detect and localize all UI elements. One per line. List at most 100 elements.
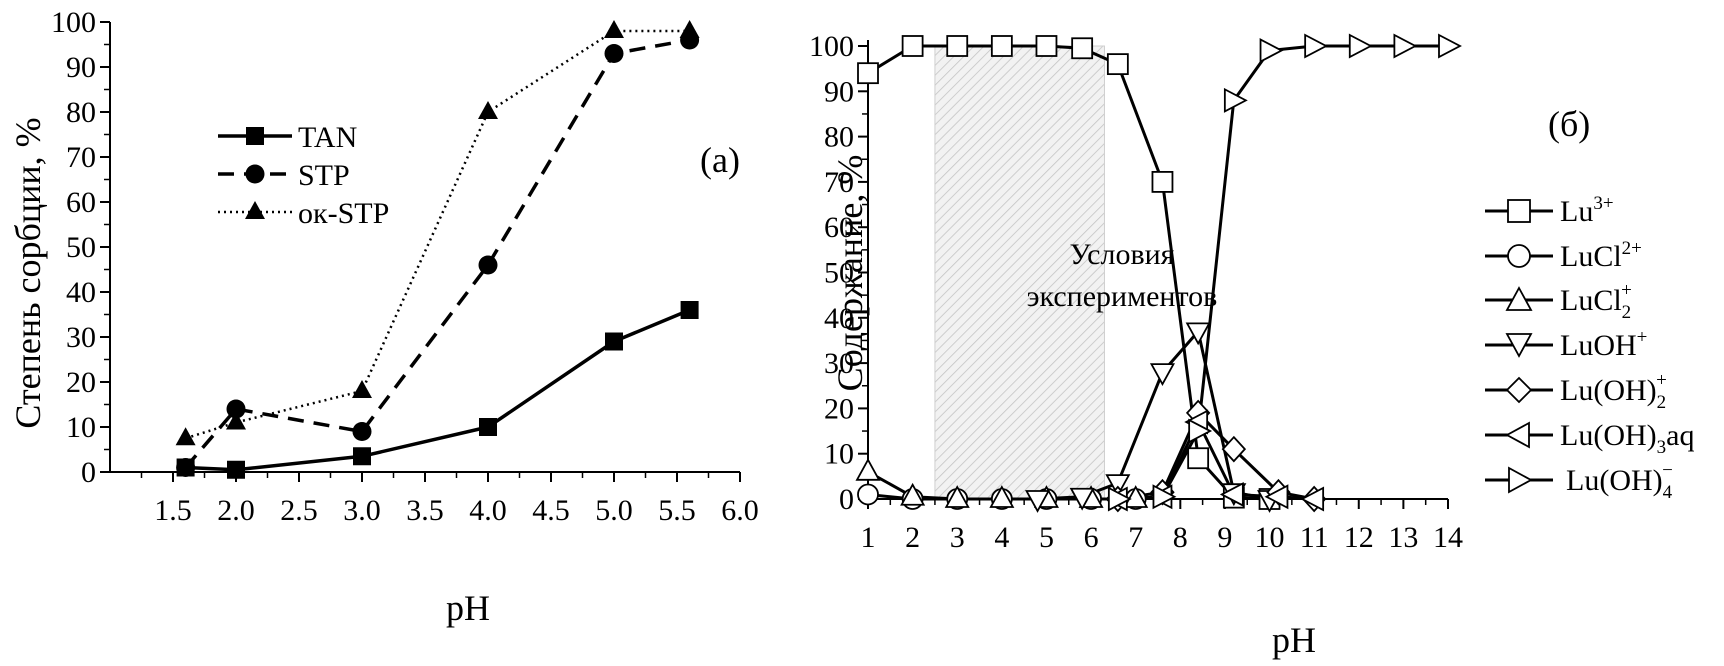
legend-label-lucl: LuCl2+ <box>1560 238 1642 273</box>
data-point-square-open <box>990 35 1013 57</box>
chart-a-x-tick-label: 2.0 <box>217 494 255 527</box>
data-point-tan <box>353 447 371 466</box>
data-point-square-open <box>857 62 879 85</box>
data-point-triangle-down-open <box>1025 490 1051 513</box>
chart-b-x-tick-label: 8 <box>1173 521 1188 554</box>
region-label-line2: экспериментов <box>1027 280 1218 313</box>
chart-b-x-tick-label: 5 <box>1039 521 1054 554</box>
region-label-line1: Условия <box>1070 238 1175 271</box>
data-point-triangle-down-open <box>1185 322 1211 346</box>
legend-entry-okstp: ок-STP <box>218 197 389 230</box>
legend-label-stp: STP <box>298 159 350 192</box>
chart-b-y-tick-label: 0 <box>839 483 854 516</box>
legend-entry-stp: STP <box>218 159 350 192</box>
data-point-square-open <box>1035 35 1058 57</box>
legend-marker-square-open <box>1507 199 1531 223</box>
data-point-triangle-up-open <box>855 457 881 481</box>
data-point-tan <box>680 301 699 319</box>
chart-a-x-tick-label: 5.5 <box>658 494 696 527</box>
chart-b-ylabel: Содержание, % <box>830 155 870 392</box>
series-line--stp <box>185 29 690 440</box>
legend-marker-triangle-right-open <box>1508 466 1533 494</box>
data-point-tan <box>605 332 623 351</box>
chart-b-x-tick-label: 12 <box>1344 521 1374 554</box>
chart-a-y-tick-label: 10 <box>66 411 96 444</box>
chart-b-legend: Lu3+ LuCl2+ LuCl2+ LuOH+ Lu(OH)2+ <box>1485 193 1694 503</box>
chart-b-y-tick-label: 100 <box>809 30 854 63</box>
legend-entry-luoh: LuOH+ <box>1485 327 1647 362</box>
chart-a-y-tick-label: 80 <box>66 96 96 129</box>
chart-b-y-tick-label: 60 <box>824 211 854 244</box>
legend-label-lucl2: LuCl2+ <box>1560 280 1632 323</box>
chart-b-x-tick-label: 14 <box>1433 521 1463 554</box>
chart-b-x-tick-label: 9 <box>1217 521 1232 554</box>
data-point-triangle-down-open <box>1149 363 1175 387</box>
chart-a-x-tick-label: 6.0 <box>721 494 759 527</box>
data-point-triangle-up-open <box>900 482 926 506</box>
chart-a-ylabel: Степень сорбции, % <box>8 117 48 428</box>
data-point-square-open <box>1106 53 1129 76</box>
chart-a-y-tick-label: 40 <box>66 276 96 309</box>
data-point-triangle-right-open <box>1304 33 1329 59</box>
chart-b-x-tick-label: 1 <box>861 521 876 554</box>
chart-b-y-tick-label: 50 <box>824 257 854 290</box>
chart-a: 1.5 2.0 2.5 3.0 3.5 4.0 4.5 5.0 5.5 6.0 0 10 20 30 40 5… <box>8 6 759 628</box>
chart-b-x-tick-label: 13 <box>1388 521 1418 554</box>
legend-marker-triangle <box>245 201 265 219</box>
data-point-square-open <box>901 35 924 57</box>
legend-entry-lucl: LuCl2+ <box>1485 238 1642 273</box>
legend-label-luoh3: Lu(OH)3aq <box>1560 419 1694 458</box>
data-point-okstp <box>175 427 196 446</box>
series-line-triangle-right-open <box>1117 44 1448 501</box>
data-point-okstp <box>352 380 372 398</box>
data-point-triangle-left-open <box>1264 484 1289 510</box>
legend-entry-luoh3: Lu(OH)3aq <box>1485 419 1694 458</box>
legend-marker-square <box>246 127 264 145</box>
data-point-stp <box>478 255 498 275</box>
chart-a-x-tick-label: 5.0 <box>595 494 633 527</box>
chart-b-x-tick-label: 10 <box>1255 521 1285 554</box>
chart-b-x-tick-label: 11 <box>1300 521 1329 554</box>
chart-a-y-tick-label: 100 <box>51 6 96 39</box>
series-line-stp <box>184 38 690 469</box>
data-point-triangle-left-open <box>1300 486 1325 512</box>
legend-marker-circle <box>245 164 265 184</box>
data-point-triangle-up-open <box>1123 485 1149 508</box>
chart-a-x-tick-label: 4.0 <box>469 494 507 527</box>
data-point-triangle-right-open <box>1107 486 1132 512</box>
data-point-triangle-right-open <box>1393 33 1418 59</box>
data-point-triangle-right-open <box>1152 484 1177 510</box>
chart-b-x-tick-label: 7 <box>1128 521 1143 554</box>
data-point-square-open <box>946 35 969 57</box>
chart-a-y-tick-label: 70 <box>66 141 96 174</box>
data-point-triangle-up-open <box>944 485 970 508</box>
data-point-triangle-left-open <box>1219 481 1244 507</box>
data-point-triangle-right-open <box>1438 33 1462 59</box>
chart-b-x-tick-label: 4 <box>994 521 1009 554</box>
chart-b-x-tick-label: 3 <box>950 521 965 554</box>
data-point-stp <box>604 44 624 63</box>
legend-label-lu3: Lu3+ <box>1560 193 1614 228</box>
chart-a-x-tick-label: 2.5 <box>280 494 318 527</box>
legend-entry-lucl2: LuCl2+ <box>1485 280 1632 323</box>
legend-entry-tan: TAN <box>218 121 357 154</box>
chart-b-y-tick-label: 10 <box>824 438 854 471</box>
legend-marker-diamond-open <box>1505 376 1533 404</box>
data-point-tan <box>479 418 497 436</box>
chart-b-xlabel: pH <box>1272 620 1316 660</box>
legend-label-tan: TAN <box>298 121 357 154</box>
chart-a-y-tick-label: 0 <box>81 456 96 489</box>
data-point-triangle-right-open <box>1348 33 1373 59</box>
data-point-triangle-right-open <box>1223 87 1248 113</box>
chart-b-y-tick-label: 80 <box>824 121 854 154</box>
chart-b-y-tick-label: 20 <box>824 392 854 425</box>
legend-label-luoh: LuOH+ <box>1560 327 1647 362</box>
chart-a-xlabel: pH <box>446 588 490 628</box>
chart-a-y-tick-label: 50 <box>66 231 96 264</box>
chart-b-y-tick-label: 90 <box>824 75 854 108</box>
chart-b-panel-label: (б) <box>1548 104 1590 144</box>
data-point-tan <box>227 460 245 479</box>
data-point-square-open <box>1071 37 1094 60</box>
chart-a-x-tick-label: 3.5 <box>406 494 444 527</box>
chart-b-y-tick-label: 40 <box>824 302 854 335</box>
